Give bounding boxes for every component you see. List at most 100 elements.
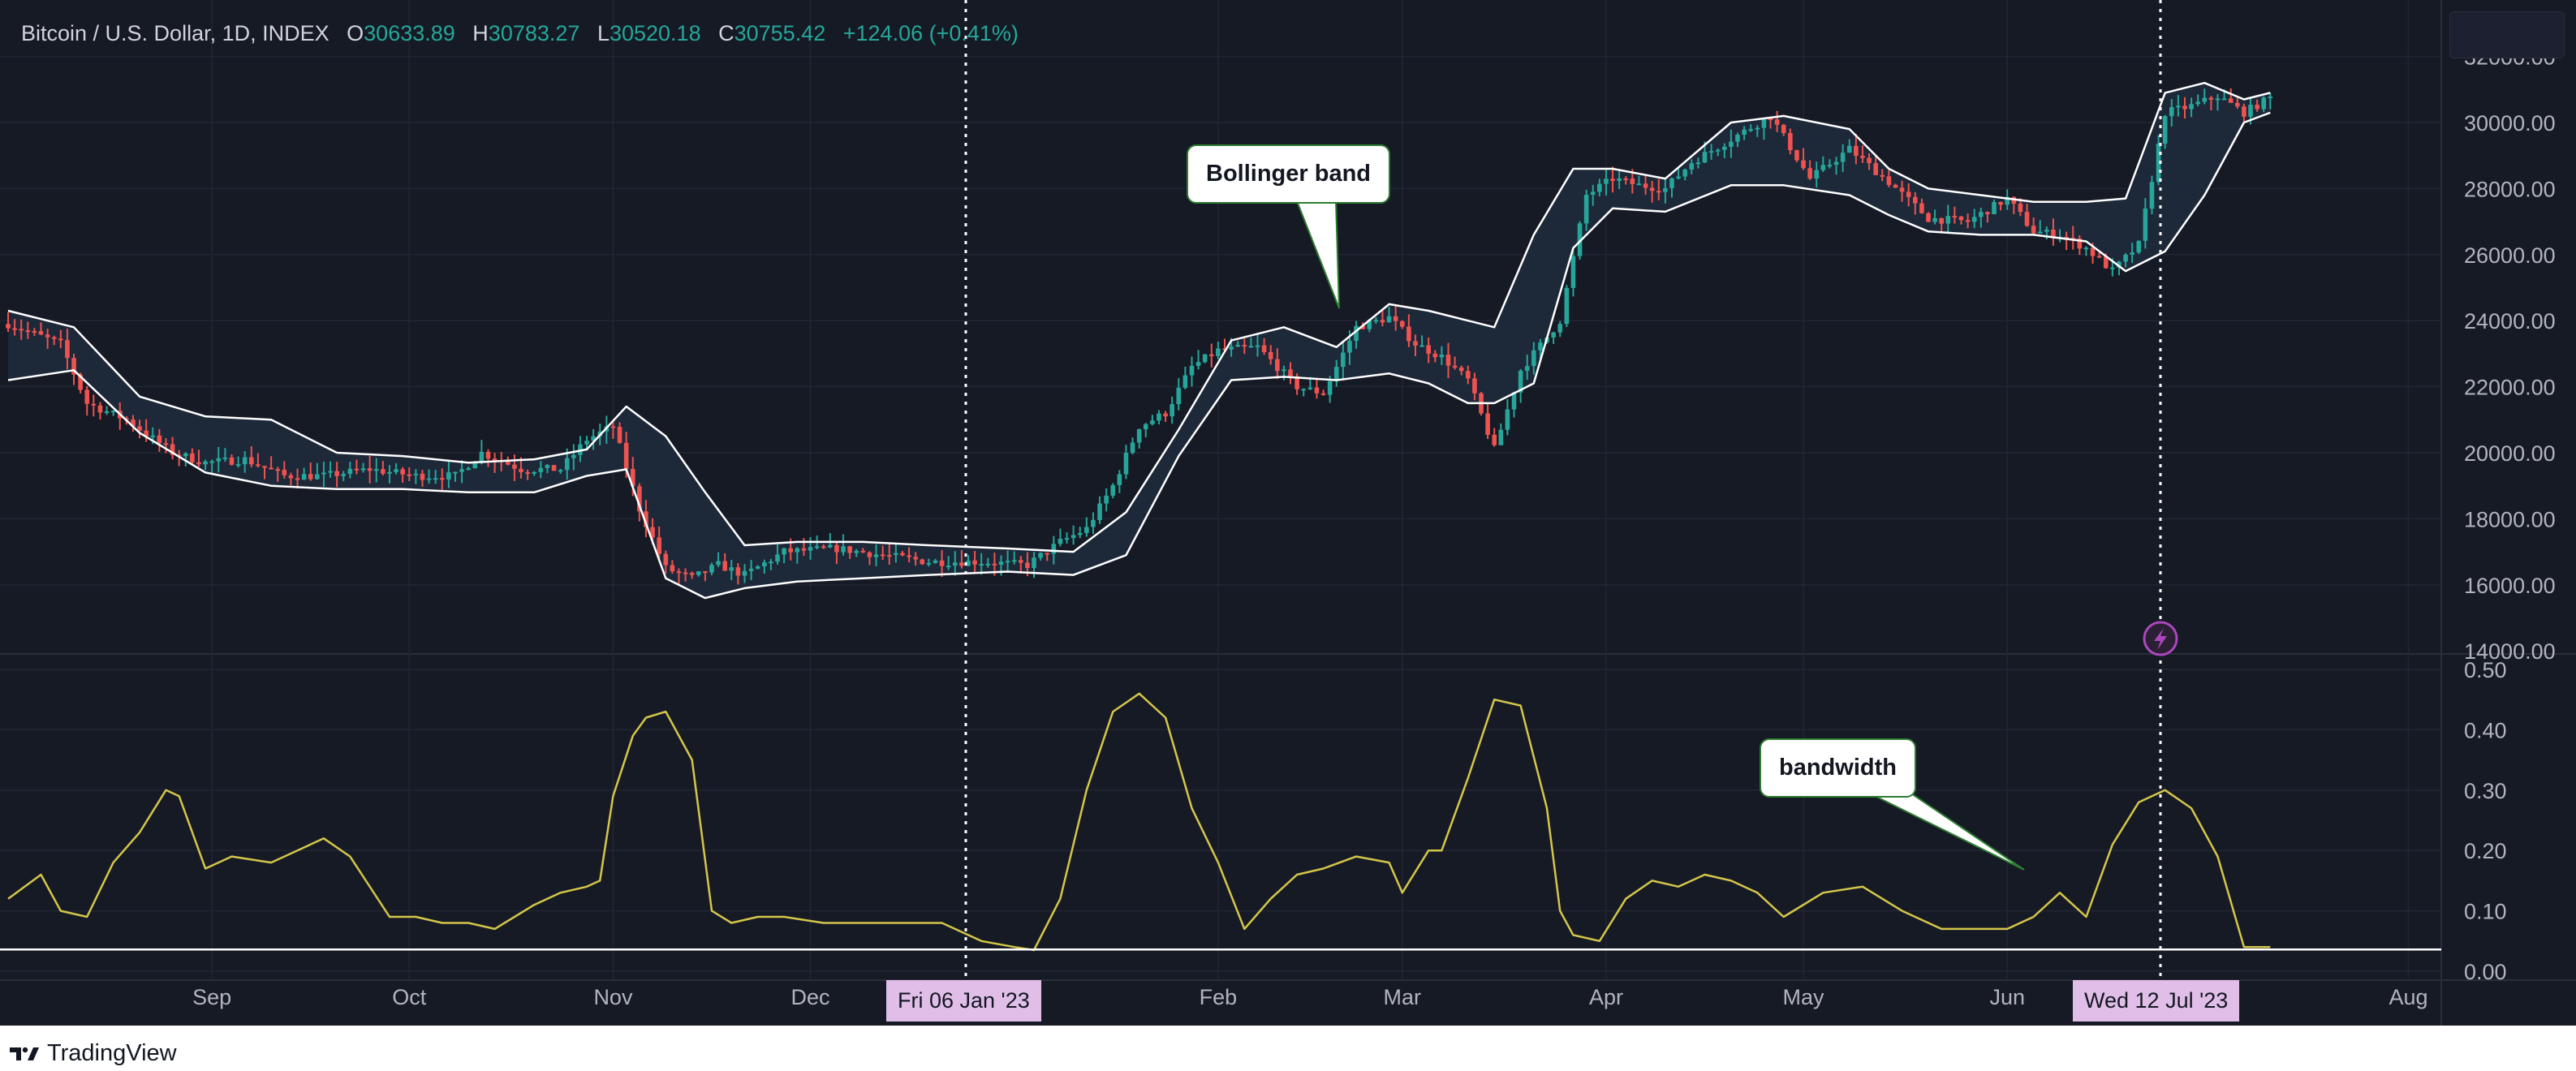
candle-body (1623, 178, 1629, 180)
candle-body (873, 554, 879, 557)
candle-body (341, 474, 347, 476)
candle-body (1341, 352, 1346, 368)
candle-body (1708, 151, 1714, 153)
candle-body (308, 474, 313, 480)
candle-body (131, 419, 136, 427)
candle-body (795, 548, 800, 553)
candle-body (1314, 387, 1320, 394)
candle-body (1524, 366, 1530, 371)
candle-body (2130, 252, 2134, 255)
candle-body (1604, 178, 1609, 184)
candle-body (433, 478, 438, 480)
candle-body (1656, 191, 1661, 193)
candle-body (1150, 420, 1155, 424)
symbol-title: Bitcoin / U.S. Dollar, 1D, INDEX (21, 21, 330, 45)
candle-body (1814, 170, 1820, 179)
candle-body (2248, 105, 2253, 117)
candle-body (1998, 202, 2003, 205)
candle-body (2215, 98, 2221, 101)
candle-body (1005, 561, 1010, 563)
candle-body (2195, 101, 2200, 105)
candle-body (1058, 539, 1063, 544)
candle-body (1202, 354, 1208, 363)
candle-body (51, 337, 57, 339)
candle-body (2044, 230, 2049, 232)
candle-body (235, 464, 241, 467)
candle-body (1630, 178, 1635, 184)
candle-body (946, 566, 951, 568)
candle-body (25, 330, 31, 333)
candle-body (1649, 187, 1655, 191)
candle-body (1077, 532, 1083, 536)
candle-body (282, 469, 287, 475)
candle-body (1248, 346, 1254, 348)
candle-body (683, 572, 688, 574)
candle-body (1019, 560, 1023, 563)
candle-body (1761, 118, 1767, 128)
candle-body (1689, 163, 1695, 170)
candle-body (453, 471, 458, 474)
bandwidth-tick-label: 0.30 (2464, 779, 2507, 803)
candle-body (242, 457, 248, 465)
candle-body (373, 469, 379, 471)
candle-body (808, 547, 813, 551)
candle-body (959, 562, 964, 566)
candle-body (1189, 365, 1195, 376)
candle-body (886, 555, 892, 557)
candle-body (137, 426, 142, 431)
candle-body (821, 546, 826, 548)
time-tick-label: Apr (1589, 985, 1623, 1009)
candle-body (183, 453, 188, 457)
candle-body (2064, 236, 2069, 239)
candle-body (966, 560, 971, 566)
time-tick-label: Feb (1200, 985, 1238, 1009)
candle-body (65, 340, 70, 359)
price-tick-label: 26000.00 (2464, 243, 2556, 268)
time-tick-label: Oct (392, 985, 427, 1009)
candle-body (1130, 442, 1135, 454)
candle-body (1860, 155, 1865, 158)
bollinger-band-callout: Bollinger band (1187, 144, 1390, 204)
candle-body (998, 561, 1004, 566)
candle-body (1452, 365, 1458, 368)
candle-body (729, 567, 734, 571)
candle-body (104, 411, 110, 414)
time-tick-label: Nov (593, 985, 633, 1009)
candle-body (439, 478, 445, 480)
candle-body (571, 454, 576, 458)
candle-body (538, 467, 544, 472)
candle-body (170, 444, 175, 455)
candle-body (71, 358, 76, 375)
candle-body (1794, 150, 1799, 161)
candle-body (1912, 196, 1918, 204)
candle-body (256, 464, 261, 467)
candle-body (1492, 434, 1497, 445)
candle-body (1873, 163, 1878, 175)
time-tick-label: Jun (1989, 985, 2025, 1009)
candle-body (1610, 178, 1615, 181)
price-tick-label: 30000.00 (2464, 111, 2556, 135)
candle-body (2037, 231, 2043, 234)
tradingview-footer[interactable]: TradingView (8, 1040, 177, 1067)
low-value: 30520.18 (609, 21, 701, 45)
candle-body (1301, 389, 1307, 391)
candle-body (663, 553, 669, 566)
tradingview-brand: TradingView (47, 1040, 177, 1066)
candle-body (1084, 527, 1089, 533)
candle-body (32, 330, 37, 333)
candle-body (1617, 178, 1622, 181)
candle-body (1880, 174, 1885, 177)
candle-body (334, 471, 339, 476)
chart-canvas[interactable]: 32000.0030000.0028000.0026000.0024000.00… (0, 0, 2576, 1026)
chart-settings-box[interactable] (2449, 11, 2565, 58)
low-label: L (597, 21, 610, 45)
candle-body (1426, 345, 1431, 354)
tradingview-logo-icon (10, 1047, 39, 1060)
candle-body (1820, 165, 1826, 170)
candle-body (1406, 326, 1411, 342)
candle-body (426, 478, 432, 480)
candle-body (1070, 535, 1076, 539)
candle-body (1307, 387, 1313, 389)
candle-body (716, 561, 721, 566)
candle-body (610, 426, 616, 428)
